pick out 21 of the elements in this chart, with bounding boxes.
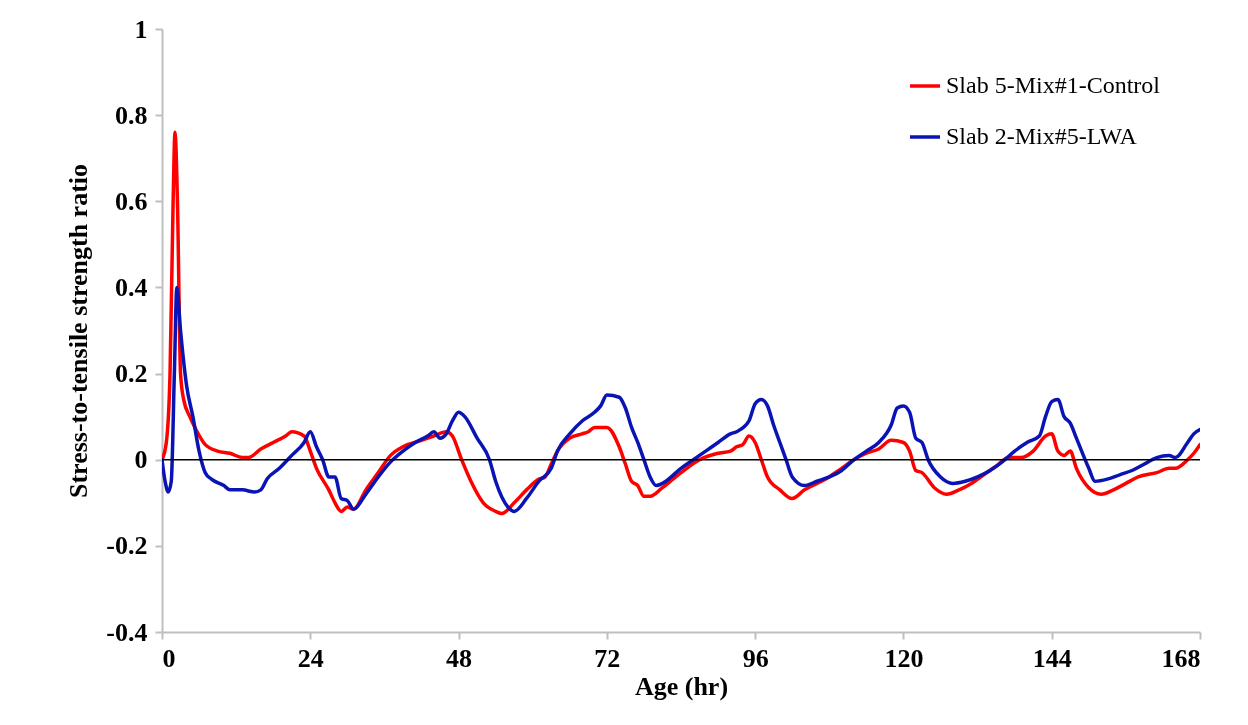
- legend-label: Slab 5-Mix#1-Control: [946, 72, 1161, 98]
- line-series: [162, 285, 1200, 514]
- y-tick-label: 0.8: [115, 100, 148, 130]
- y-tick-label: 1: [134, 14, 148, 44]
- y-tick-label: 0: [134, 445, 148, 475]
- x-tick-label: 72: [594, 643, 621, 673]
- x-tick-label: 0: [162, 643, 176, 673]
- y-tick-label: -0.4: [106, 617, 148, 647]
- y-tick-label: 0.2: [115, 359, 148, 389]
- x-tick-label: 120: [884, 643, 924, 673]
- x-axis-title: Age (hr): [634, 671, 729, 701]
- y-tick-label: -0.2: [106, 531, 148, 561]
- y-tick-label: 0.4: [115, 272, 148, 302]
- legend-label: Slab 2-Mix#5-LWA: [946, 123, 1138, 149]
- x-tick-label: 144: [1032, 643, 1072, 673]
- x-tick-label: 24: [297, 643, 324, 673]
- y-axis-title: Stress-to-tensile strength ratio: [64, 163, 94, 499]
- y-tick-label: 0.6: [115, 186, 148, 216]
- x-tick-label: 48: [446, 643, 473, 673]
- x-tick-label: 168: [1161, 643, 1201, 673]
- x-tick-label: 96: [742, 643, 769, 673]
